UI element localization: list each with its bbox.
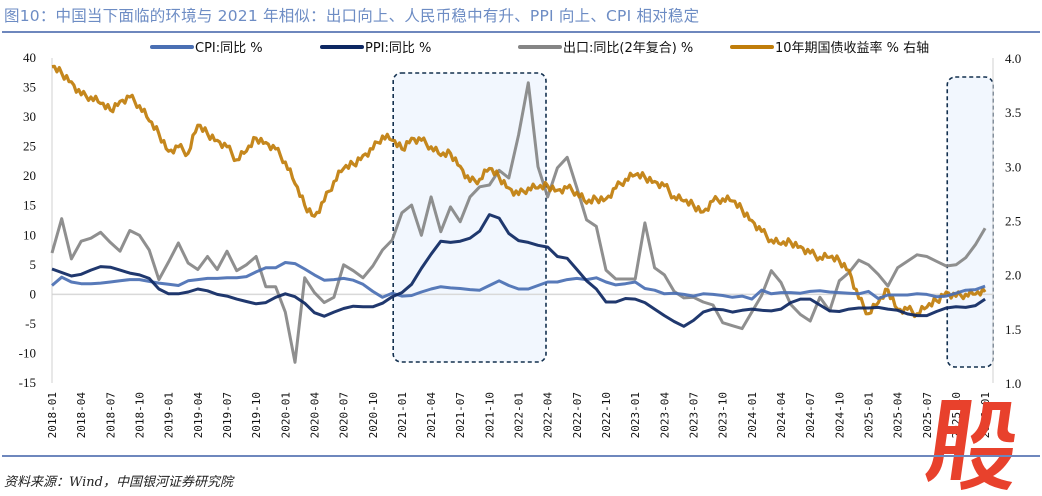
left-axis-tick-label: 15 bbox=[23, 198, 36, 213]
watermark-stroke bbox=[925, 400, 972, 482]
chart-title: 图10：中国当下面临的环境与 2021 年相似：出口向上、人民币稳中有升、PPI… bbox=[4, 7, 700, 25]
watermark-stroke bbox=[960, 448, 1013, 490]
left-axis-tick-label: -10 bbox=[19, 345, 36, 360]
x-axis-tick-label: 2022-10 bbox=[600, 392, 613, 438]
series-line-1 bbox=[51, 213, 986, 328]
x-axis-tick-label: 2023-01 bbox=[629, 392, 642, 438]
right-axis-tick-label: 1.0 bbox=[1005, 376, 1021, 391]
left-axis-tick-label: 20 bbox=[23, 168, 36, 183]
x-axis-tick-label: 2024-10 bbox=[833, 392, 846, 438]
left-axis-tick-label: -5 bbox=[25, 316, 36, 331]
x-axis-tick-label: 2023-07 bbox=[688, 392, 701, 438]
legend-label: 出口:同比(2年复合) % bbox=[563, 41, 693, 56]
watermark-stroke bbox=[970, 402, 1015, 444]
x-axis-tick-label: 2021-01 bbox=[396, 392, 409, 438]
footer-divider bbox=[2, 455, 1040, 457]
x-axis-tick-label: 2024-04 bbox=[775, 392, 788, 439]
x-axis-tick-label: 2020-01 bbox=[279, 392, 292, 438]
x-axis-tick-label: 2025-07 bbox=[921, 392, 934, 438]
highlight-boxes bbox=[392, 72, 994, 368]
x-axis-tick-label: 2021-04 bbox=[425, 392, 438, 439]
x-axis-tick-label: 2019-10 bbox=[250, 392, 263, 438]
x-axis-tick-label: 2019-01 bbox=[163, 392, 176, 438]
x-axis-ticks: 2018-01 2018-04 2018-07 2018-10 2019-01 2019-… bbox=[46, 392, 992, 439]
x-axis-tick-label: 2019-07 bbox=[221, 392, 234, 438]
x-axis-tick-label: 2019-04 bbox=[192, 392, 205, 439]
x-axis-tick-label: 2020-04 bbox=[308, 392, 321, 439]
x-axis-tick-label: 2023-10 bbox=[717, 392, 730, 438]
x-axis-tick-label: 2024-01 bbox=[746, 392, 759, 438]
x-axis-tick-label: 2018-04 bbox=[75, 392, 88, 439]
x-axis-tick-label: 2024-07 bbox=[804, 392, 817, 438]
legend: CPI:同比 % PPI:同比 % 出口:同比(2年复合) % 10年期国债收益率 %… bbox=[150, 40, 929, 56]
x-axis-tick-label: 2018-01 bbox=[46, 392, 59, 438]
left-axis-tick-label: 5 bbox=[30, 257, 37, 272]
left-axis-tick-label: 0 bbox=[30, 286, 37, 301]
series-line-3 bbox=[51, 64, 987, 319]
right-axis-ticks: 4.0 3.5 3.0 2.5 2.0 1.5 1.0 bbox=[1005, 51, 1021, 391]
right-axis-tick-label: 2.5 bbox=[1005, 214, 1021, 229]
legend-label: 10年期国债收益率 % 右轴 bbox=[775, 40, 929, 56]
x-axis-tick-label: 2025-01 bbox=[862, 392, 875, 438]
left-axis-tick-label: 30 bbox=[23, 109, 36, 124]
highlight-box bbox=[946, 76, 994, 368]
right-axis-tick-label: 2.0 bbox=[1005, 268, 1021, 283]
left-axis-tick-label: -15 bbox=[19, 375, 36, 390]
watermark-stroke bbox=[944, 426, 961, 434]
left-axis-tick-label: 35 bbox=[23, 80, 36, 95]
right-axis-tick-label: 1.5 bbox=[1005, 322, 1021, 337]
title-divider bbox=[2, 31, 1040, 33]
left-axis-tick-label: 25 bbox=[23, 139, 36, 154]
right-axis-tick-label: 3.0 bbox=[1005, 159, 1021, 174]
x-axis-tick-label: 2022-04 bbox=[542, 392, 555, 439]
right-axis-tick-label: 3.5 bbox=[1005, 105, 1021, 120]
x-axis-tick-label: 2020-10 bbox=[367, 392, 380, 438]
x-axis-tick-label: 2023-04 bbox=[658, 392, 671, 439]
series-line-0 bbox=[51, 261, 986, 301]
x-axis-tick-label: 2021-10 bbox=[483, 392, 496, 438]
source-note: 资料来源：Wind，中国银河证券研究院 bbox=[4, 475, 233, 490]
x-axis-tick-label: 2022-07 bbox=[571, 392, 584, 438]
x-axis-tick-label: 2025-04 bbox=[892, 392, 905, 439]
x-axis-tick-label: 2022-01 bbox=[513, 392, 526, 438]
legend-label: CPI:同比 % bbox=[195, 41, 263, 56]
x-axis-tick-label: 2018-10 bbox=[133, 392, 146, 438]
left-axis-tick-label: 10 bbox=[23, 227, 36, 242]
x-axis-tick-label: 2021-07 bbox=[454, 392, 467, 438]
right-axis-tick-label: 4.0 bbox=[1005, 51, 1021, 66]
x-axis-tick-label: 2018-07 bbox=[104, 392, 117, 438]
left-axis-ticks: 40 35 30 25 20 15 10 5 0 -5 -10 -15 bbox=[19, 50, 36, 390]
left-axis-tick-label: 40 bbox=[23, 50, 36, 65]
watermark-stroke bbox=[942, 446, 958, 454]
x-axis-tick-label: 2020-07 bbox=[338, 392, 351, 438]
watermark-logo: 股 bbox=[925, 400, 1015, 490]
legend-label: PPI:同比 % bbox=[365, 41, 431, 56]
series-lines bbox=[50, 64, 987, 364]
